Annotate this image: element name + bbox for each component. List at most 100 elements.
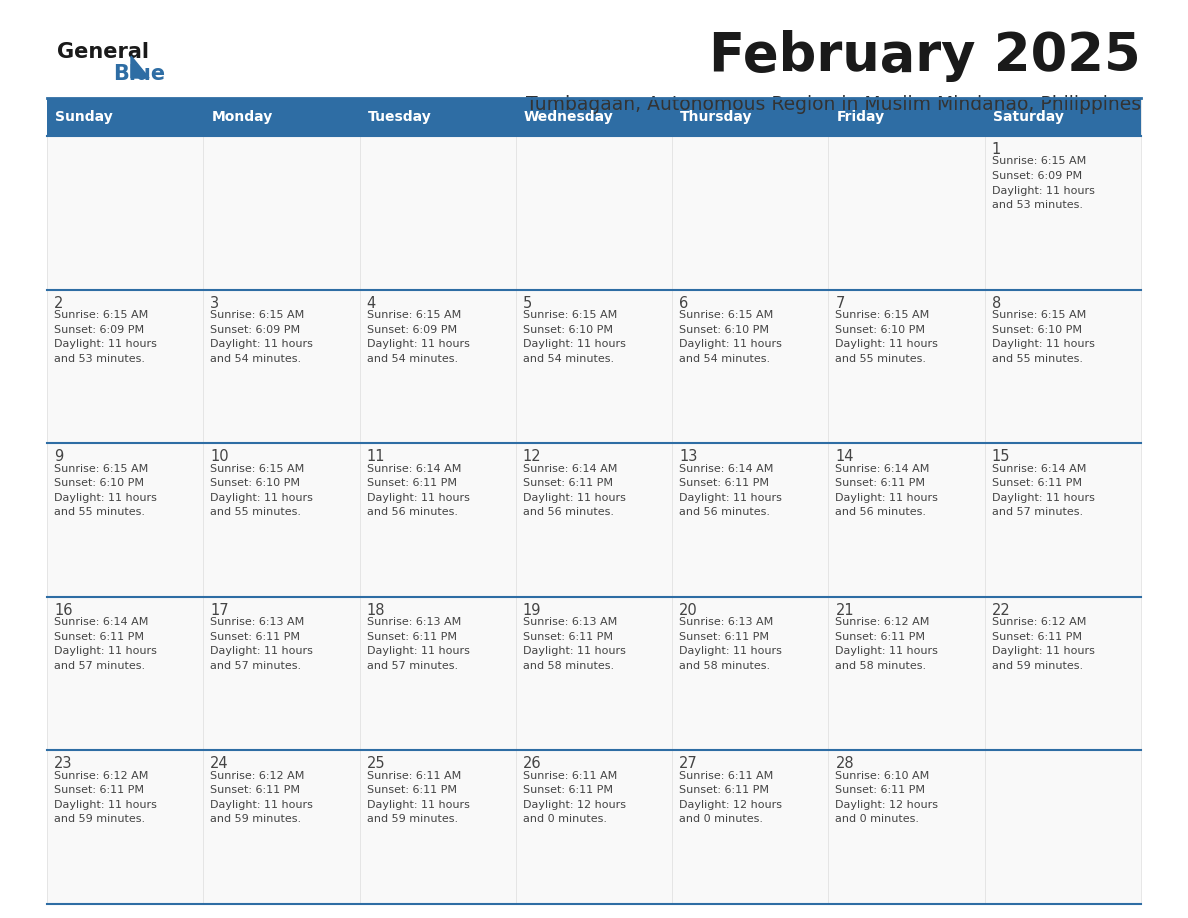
Text: Sunset: 6:10 PM: Sunset: 6:10 PM: [835, 325, 925, 334]
Text: 6: 6: [680, 296, 688, 310]
Text: Sunrise: 6:13 AM: Sunrise: 6:13 AM: [523, 617, 617, 627]
Text: Daylight: 11 hours: Daylight: 11 hours: [367, 800, 469, 810]
Bar: [203, 750, 360, 904]
Text: Sunrise: 6:15 AM: Sunrise: 6:15 AM: [680, 310, 773, 320]
Text: Sunrise: 6:15 AM: Sunrise: 6:15 AM: [523, 310, 617, 320]
Bar: [672, 289, 828, 443]
Text: 26: 26: [523, 756, 542, 771]
Text: Tumbagaan, Autonomous Region in Muslim Mindanao, Philippines: Tumbagaan, Autonomous Region in Muslim M…: [526, 95, 1140, 114]
Bar: [672, 136, 828, 289]
Bar: [203, 597, 360, 750]
Text: Daylight: 11 hours: Daylight: 11 hours: [680, 493, 782, 503]
Bar: [828, 597, 985, 750]
Text: Sunrise: 6:14 AM: Sunrise: 6:14 AM: [835, 464, 930, 474]
Text: Sunset: 6:11 PM: Sunset: 6:11 PM: [210, 786, 301, 795]
Bar: [516, 136, 672, 289]
Bar: [985, 443, 1140, 597]
Text: Daylight: 11 hours: Daylight: 11 hours: [210, 800, 314, 810]
Text: 25: 25: [367, 756, 385, 771]
Text: Wednesday: Wednesday: [524, 110, 614, 124]
Text: Sunrise: 6:14 AM: Sunrise: 6:14 AM: [523, 464, 618, 474]
Text: Friday: Friday: [836, 110, 885, 124]
Text: Sunset: 6:11 PM: Sunset: 6:11 PM: [367, 786, 456, 795]
Text: and 55 minutes.: and 55 minutes.: [210, 508, 302, 517]
Text: Daylight: 11 hours: Daylight: 11 hours: [210, 493, 314, 503]
Text: Sunrise: 6:11 AM: Sunrise: 6:11 AM: [367, 771, 461, 781]
Bar: [48, 136, 203, 289]
Text: and 53 minutes.: and 53 minutes.: [53, 353, 145, 364]
Text: Sunset: 6:10 PM: Sunset: 6:10 PM: [523, 325, 613, 334]
Text: 15: 15: [992, 449, 1010, 465]
Text: Sunday: Sunday: [55, 110, 113, 124]
Text: Sunset: 6:11 PM: Sunset: 6:11 PM: [680, 786, 769, 795]
Bar: [203, 98, 360, 136]
Text: and 56 minutes.: and 56 minutes.: [367, 508, 457, 517]
Text: Sunrise: 6:15 AM: Sunrise: 6:15 AM: [210, 310, 304, 320]
Text: and 0 minutes.: and 0 minutes.: [835, 814, 920, 824]
Text: Daylight: 11 hours: Daylight: 11 hours: [680, 646, 782, 656]
Text: Daylight: 11 hours: Daylight: 11 hours: [523, 493, 626, 503]
Bar: [48, 443, 203, 597]
Text: and 59 minutes.: and 59 minutes.: [992, 661, 1082, 671]
Text: Daylight: 11 hours: Daylight: 11 hours: [53, 646, 157, 656]
Bar: [360, 98, 516, 136]
Text: and 54 minutes.: and 54 minutes.: [210, 353, 302, 364]
Text: 19: 19: [523, 603, 542, 618]
Bar: [360, 136, 516, 289]
Text: Sunset: 6:10 PM: Sunset: 6:10 PM: [53, 478, 144, 488]
Text: Sunrise: 6:12 AM: Sunrise: 6:12 AM: [835, 617, 930, 627]
Polygon shape: [131, 56, 148, 78]
Text: 24: 24: [210, 756, 229, 771]
Bar: [360, 443, 516, 597]
Bar: [985, 750, 1140, 904]
Text: and 0 minutes.: and 0 minutes.: [523, 814, 607, 824]
Text: Daylight: 11 hours: Daylight: 11 hours: [992, 339, 1094, 349]
Text: and 54 minutes.: and 54 minutes.: [367, 353, 457, 364]
Bar: [360, 289, 516, 443]
Text: and 55 minutes.: and 55 minutes.: [835, 353, 927, 364]
Text: and 57 minutes.: and 57 minutes.: [992, 508, 1082, 517]
Text: General: General: [57, 42, 148, 62]
Text: Sunset: 6:10 PM: Sunset: 6:10 PM: [992, 325, 1082, 334]
Text: Sunset: 6:11 PM: Sunset: 6:11 PM: [680, 632, 769, 642]
Text: Sunset: 6:11 PM: Sunset: 6:11 PM: [367, 478, 456, 488]
Bar: [203, 443, 360, 597]
Text: Tuesday: Tuesday: [367, 110, 431, 124]
Text: 5: 5: [523, 296, 532, 310]
Text: Daylight: 11 hours: Daylight: 11 hours: [210, 646, 314, 656]
Text: 10: 10: [210, 449, 229, 465]
Text: 18: 18: [367, 603, 385, 618]
Text: Daylight: 11 hours: Daylight: 11 hours: [523, 339, 626, 349]
Text: and 58 minutes.: and 58 minutes.: [680, 661, 770, 671]
Text: Sunrise: 6:14 AM: Sunrise: 6:14 AM: [367, 464, 461, 474]
Text: Sunset: 6:11 PM: Sunset: 6:11 PM: [835, 632, 925, 642]
Text: Sunset: 6:10 PM: Sunset: 6:10 PM: [210, 478, 301, 488]
Text: Daylight: 11 hours: Daylight: 11 hours: [835, 339, 939, 349]
Text: 2: 2: [53, 296, 63, 310]
Bar: [48, 750, 203, 904]
Bar: [360, 750, 516, 904]
Text: 12: 12: [523, 449, 542, 465]
Text: and 58 minutes.: and 58 minutes.: [835, 661, 927, 671]
Text: Sunset: 6:11 PM: Sunset: 6:11 PM: [523, 786, 613, 795]
Text: February 2025: February 2025: [709, 30, 1140, 82]
Text: 3: 3: [210, 296, 220, 310]
Text: Sunset: 6:11 PM: Sunset: 6:11 PM: [680, 478, 769, 488]
Text: Sunrise: 6:12 AM: Sunrise: 6:12 AM: [992, 617, 1086, 627]
Text: Daylight: 11 hours: Daylight: 11 hours: [835, 646, 939, 656]
Bar: [985, 597, 1140, 750]
Text: Sunset: 6:10 PM: Sunset: 6:10 PM: [680, 325, 769, 334]
Text: Sunrise: 6:11 AM: Sunrise: 6:11 AM: [680, 771, 773, 781]
Text: Sunset: 6:11 PM: Sunset: 6:11 PM: [53, 786, 144, 795]
Text: 28: 28: [835, 756, 854, 771]
Bar: [828, 289, 985, 443]
Bar: [203, 289, 360, 443]
Bar: [203, 136, 360, 289]
Text: Daylight: 11 hours: Daylight: 11 hours: [523, 646, 626, 656]
Text: and 54 minutes.: and 54 minutes.: [523, 353, 614, 364]
Text: Sunrise: 6:13 AM: Sunrise: 6:13 AM: [210, 617, 304, 627]
Text: and 55 minutes.: and 55 minutes.: [992, 353, 1082, 364]
Text: Sunset: 6:11 PM: Sunset: 6:11 PM: [53, 632, 144, 642]
Text: Daylight: 11 hours: Daylight: 11 hours: [210, 339, 314, 349]
Text: Blue: Blue: [113, 64, 165, 84]
